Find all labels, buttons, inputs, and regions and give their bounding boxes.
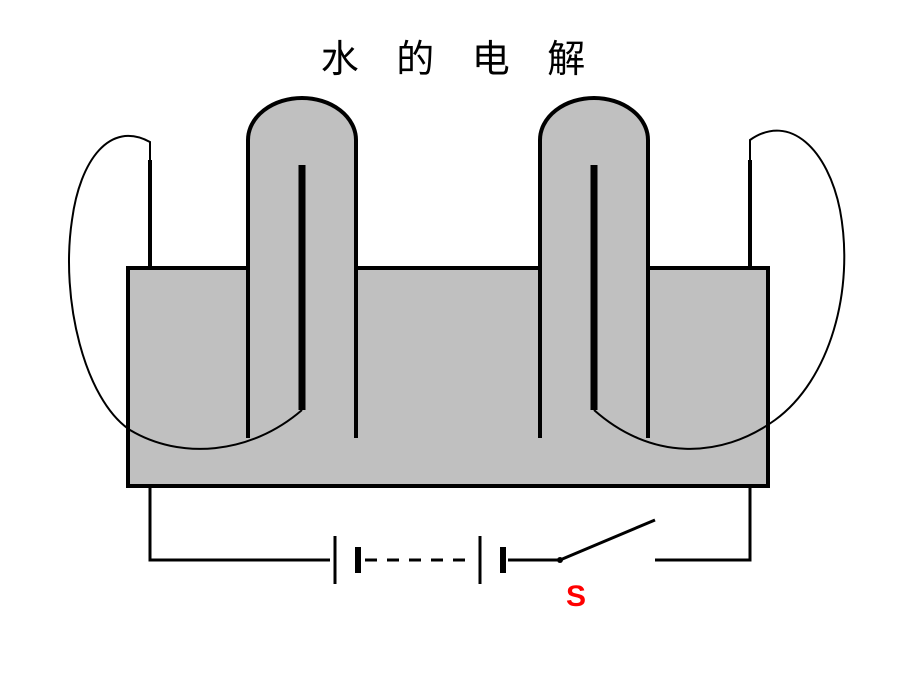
switch-pivot [557, 557, 563, 563]
switch-label: S [566, 580, 586, 614]
diagram-title: 水 的 电 解 [0, 28, 920, 83]
wire-left-down [150, 486, 290, 560]
electrolysis-diagram [0, 0, 920, 690]
wire-right-down [740, 486, 750, 560]
switch-arm [560, 520, 655, 560]
water-body [128, 268, 768, 486]
